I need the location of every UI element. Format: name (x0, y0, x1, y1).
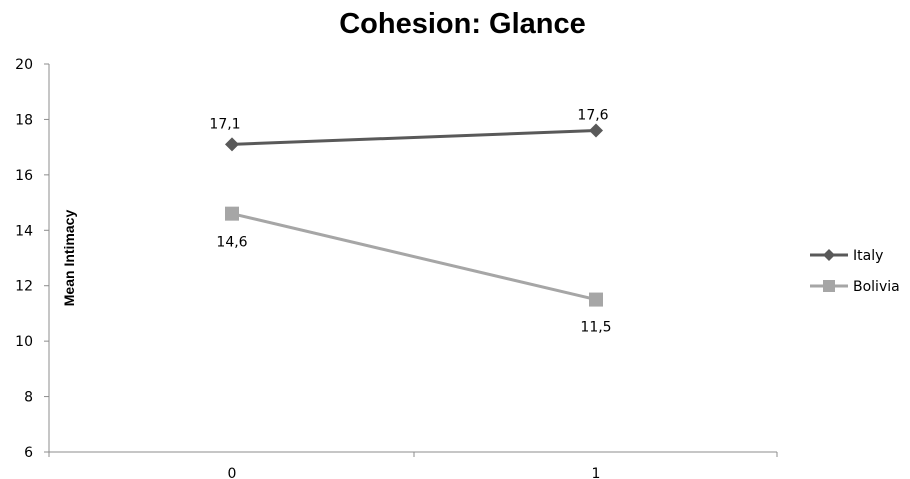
y-tick-label: 16 (15, 168, 33, 184)
legend-item-italy: Italy (810, 248, 883, 264)
y-tick-label: 10 (15, 334, 33, 350)
y-tick-label: 8 (24, 390, 33, 406)
x-tick-label: 1 (592, 466, 601, 479)
y-tick-label: 12 (15, 279, 33, 295)
y-tick-label: 20 (15, 57, 33, 73)
y-tick-label: 14 (15, 223, 33, 239)
data-label-italy: 17,1 (209, 116, 240, 132)
y-axis-title: Mean Intimacy (61, 210, 77, 307)
legend-marker-diamond (823, 249, 835, 261)
y-tick-label: 18 (15, 112, 33, 128)
legend-label: Italy (853, 248, 883, 264)
series-line-bolivia (231, 212, 597, 302)
data-label-italy: 17,6 (577, 108, 608, 124)
legend-label: Bolivia (853, 279, 900, 295)
data-label-bolivia: 14,6 (216, 235, 247, 251)
data-point-bolivia (589, 292, 603, 307)
legend-item-bolivia: Bolivia (810, 279, 900, 295)
x-tick-label: 0 (228, 466, 237, 479)
data-point-bolivia (225, 206, 239, 221)
chart-title: Cohesion: Glance (339, 8, 586, 40)
data-point-italy (225, 137, 239, 152)
y-tick-label: 6 (24, 445, 33, 461)
data-point-italy (589, 123, 603, 138)
series-line-italy (231, 129, 597, 146)
data-label-bolivia: 11,5 (580, 320, 611, 336)
legend-marker-square (823, 280, 835, 292)
